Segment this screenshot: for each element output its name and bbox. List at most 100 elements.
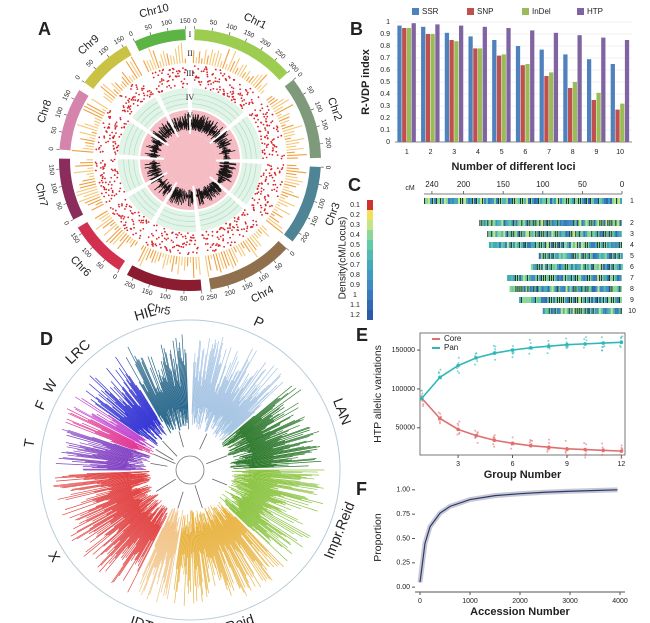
density-stripe (605, 286, 608, 292)
tree-branch (105, 509, 149, 553)
tree-branch (200, 511, 214, 564)
density-stripe (442, 198, 444, 204)
density-spike (195, 115, 200, 131)
density-spike (151, 146, 159, 150)
ring-label: II (187, 49, 193, 58)
snp-dot (183, 242, 186, 245)
tree-branch (150, 356, 177, 430)
tree-branch (183, 534, 187, 575)
density-spike (191, 114, 194, 131)
snp-dot (229, 224, 231, 227)
tree-branch (230, 489, 272, 509)
density-stripe (609, 231, 611, 237)
snp-dot (252, 206, 255, 209)
tree-branch (231, 504, 293, 554)
snp-dot (239, 93, 241, 96)
density-stripe (614, 198, 616, 204)
tree-branch (220, 384, 257, 431)
snp-dot (108, 117, 111, 120)
density-spike (161, 183, 165, 186)
density-stripe (576, 308, 578, 314)
tree-branch (221, 381, 284, 441)
tree-branch (129, 499, 157, 525)
density-stripe (593, 220, 596, 226)
density-spike (150, 175, 165, 184)
histogram-track (79, 193, 100, 203)
tree-branch (109, 480, 149, 493)
density-stripe (540, 264, 543, 270)
snp-dot (262, 174, 265, 177)
tree-branch (130, 507, 166, 561)
tree-branch (109, 393, 149, 431)
density-stripe (579, 297, 582, 303)
tick-label: 100 (313, 101, 324, 114)
tree-branch (230, 460, 322, 468)
snp-dot (256, 192, 259, 195)
tree-branch (230, 448, 318, 464)
tree-branch (207, 363, 222, 409)
snp-dot (115, 121, 118, 124)
density-stripe (575, 286, 577, 292)
tree-branch (222, 387, 296, 446)
density-spike (177, 188, 183, 206)
histogram-track (125, 61, 138, 79)
density-stripe (563, 286, 566, 292)
density-stripe (562, 242, 564, 248)
pale-ring (231, 115, 262, 160)
tree-branch (248, 482, 279, 490)
density-spike (223, 164, 230, 167)
sample-point (510, 447, 513, 450)
sample-point (529, 439, 532, 442)
tree-branch (179, 386, 184, 416)
density-stripe (589, 220, 591, 226)
density-spike (219, 178, 222, 181)
snp-dot (249, 87, 252, 90)
histogram-track (79, 180, 96, 186)
colorbar-cell (367, 240, 373, 250)
tree-branch (207, 524, 232, 596)
tree-branch (244, 485, 309, 506)
snp-dot (146, 243, 149, 246)
group-label: LRC (62, 336, 93, 367)
tree-branch (84, 501, 142, 541)
x-tick-label: 0 (418, 598, 422, 605)
density-stripe (562, 253, 565, 259)
histogram-track (266, 95, 273, 101)
density-stripe (610, 264, 613, 270)
density-spike (223, 152, 230, 155)
x-tick-label: 50 (578, 180, 587, 189)
tree-branch (143, 381, 171, 433)
tree-branch (221, 388, 240, 417)
density-stripe (561, 286, 564, 292)
density-stripe (586, 198, 587, 204)
snp-dot (103, 172, 105, 174)
snp-dot (234, 101, 236, 104)
snp-dot (204, 243, 207, 245)
snp-dot (250, 114, 253, 117)
histogram-track (204, 255, 210, 278)
histogram-track (84, 196, 101, 204)
snp-dot (163, 237, 166, 240)
density-stripe (593, 297, 596, 303)
histogram-track (269, 215, 280, 223)
snp-dot (234, 241, 236, 244)
density-stripe (430, 198, 432, 204)
density-spike (162, 126, 170, 136)
histogram-track (252, 74, 263, 87)
point (474, 356, 479, 360)
snp-dot (160, 246, 162, 249)
density-stripe (498, 198, 499, 204)
density-stripe (496, 242, 499, 248)
density-spike (194, 119, 197, 128)
density-stripe (491, 220, 493, 226)
tree-branch (166, 364, 178, 414)
histogram-track (180, 42, 184, 64)
snp-dot (98, 181, 101, 184)
bar (601, 37, 606, 142)
density-spike (165, 186, 168, 189)
density-stripe (612, 242, 615, 248)
density-stripe (607, 297, 608, 303)
snp-dot (210, 83, 212, 85)
density-stripe (527, 220, 529, 226)
tree-branch (241, 407, 299, 441)
